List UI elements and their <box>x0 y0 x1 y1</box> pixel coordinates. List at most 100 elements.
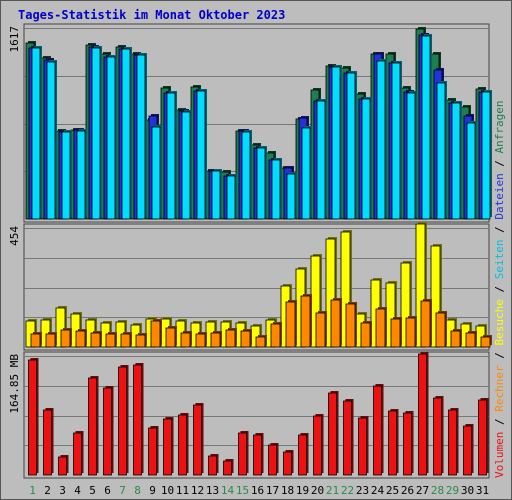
bar-face <box>90 332 101 348</box>
bar-seiten-day-23 <box>361 97 372 220</box>
x-tick-label: 18 <box>281 484 294 497</box>
bar-face <box>223 460 232 476</box>
bar-volumen-day-23 <box>358 416 369 476</box>
bar-seiten-day-5 <box>91 46 102 220</box>
vertical-legend: Volumen / Rechner / Besuche / Seiten / D… <box>493 100 506 478</box>
bar-face <box>433 397 442 476</box>
bar-face <box>345 303 356 348</box>
bar-volumen-day-13 <box>208 454 219 476</box>
bar-besuche-day-21 <box>325 237 337 348</box>
bar-rechner-day-31 <box>480 335 492 348</box>
bar-seiten-day-8 <box>136 53 147 220</box>
bar-face <box>448 409 457 476</box>
x-tick-label: 4 <box>74 484 81 497</box>
bar-face <box>55 307 66 348</box>
bar-face <box>376 60 386 220</box>
bar-face <box>211 170 221 220</box>
legend-item-rechner: Rechner <box>493 365 506 412</box>
bar-face <box>180 332 191 348</box>
bar-seiten-day-30 <box>466 121 477 220</box>
bar-face <box>390 318 401 348</box>
bar-seiten-day-26 <box>406 91 417 220</box>
legend-separator: / <box>493 412 506 432</box>
x-tick-label: 24 <box>371 484 385 497</box>
bar-rechner-day-23 <box>360 321 372 348</box>
bar-face <box>106 56 116 220</box>
bar-rechner-day-20 <box>315 311 327 348</box>
bar-volumen-day-14 <box>223 459 234 476</box>
chart-title: Tages-Statistik im Monat Oktober 2023 <box>18 8 285 22</box>
bar-seiten-day-18 <box>286 172 297 220</box>
bar-face <box>181 111 191 220</box>
bar-face <box>268 444 277 476</box>
x-tick-label: 14 <box>221 484 235 497</box>
bar-volumen-day-10 <box>163 417 174 476</box>
bar-face <box>480 336 491 348</box>
bar-face <box>240 330 251 348</box>
bar-rechner-day-28 <box>435 311 447 348</box>
bar-rechner-day-10 <box>165 326 177 348</box>
bar-rechner-day-16 <box>255 335 267 348</box>
x-tick-label: 22 <box>341 484 354 497</box>
bar-face <box>465 332 476 348</box>
bar-rechner-day-30 <box>465 331 477 348</box>
bar-volumen-day-19 <box>298 433 309 476</box>
bar-volumen-day-28 <box>433 396 444 476</box>
bar-seiten-day-31 <box>481 90 492 220</box>
bar-face <box>121 48 131 220</box>
bar-volumen-day-7 <box>118 365 129 476</box>
bar-face <box>450 330 461 348</box>
legend-separator: / <box>493 346 506 366</box>
bar-face <box>315 312 326 348</box>
x-tick-label: 31 <box>476 484 489 497</box>
bar-besuche-day-27 <box>415 222 427 348</box>
legend-item-volumen: Volumen <box>493 432 506 478</box>
bar-face <box>360 322 371 348</box>
panel-3: 164.85 MB <box>8 351 490 479</box>
bar-face <box>136 54 146 220</box>
bar-seiten-day-21 <box>331 65 342 220</box>
bar-face <box>420 300 431 348</box>
x-tick-label: 5 <box>89 484 96 497</box>
bar-face <box>31 47 41 220</box>
bar-seiten-day-17 <box>271 158 282 220</box>
x-tick-label: 6 <box>104 484 111 497</box>
bar-volumen-day-5 <box>88 376 99 476</box>
bar-face <box>298 434 307 476</box>
bar-seiten-day-25 <box>391 61 402 220</box>
bar-seiten-day-12 <box>196 89 207 220</box>
bar-volumen-day-17 <box>268 443 279 476</box>
bar-volumen-day-30 <box>463 424 474 476</box>
bar-face <box>463 425 472 476</box>
bar-seiten-day-16 <box>256 146 267 220</box>
bar-face <box>415 223 426 348</box>
bar-volumen-day-11 <box>178 413 189 476</box>
bar-volumen-day-25 <box>388 409 399 476</box>
bar-volumen-day-21 <box>328 391 339 476</box>
bar-face <box>148 427 157 476</box>
bar-seiten-day-19 <box>301 126 312 220</box>
bar-rechner-day-11 <box>180 331 192 348</box>
bar-rechner-day-27 <box>420 299 432 348</box>
bar-face <box>45 333 56 348</box>
bar-face <box>241 131 251 220</box>
x-tick-label: 12 <box>191 484 204 497</box>
legend-separator: / <box>493 153 506 173</box>
bar-rechner-day-7 <box>120 332 132 348</box>
bar-seiten-day-28 <box>436 81 447 220</box>
bar-face <box>421 35 431 220</box>
legend-separator: / <box>493 220 506 240</box>
bar-seiten-day-9 <box>151 125 162 220</box>
bar-seiten-day-6 <box>106 55 117 220</box>
bar-volumen-day-12 <box>193 403 204 476</box>
bar-volumen-day-26 <box>403 411 414 476</box>
x-tick-label: 17 <box>266 484 279 497</box>
bar-face <box>118 366 127 476</box>
bar-seiten-day-14 <box>226 174 237 220</box>
bar-face <box>285 301 296 348</box>
x-tick-label: 9 <box>149 484 156 497</box>
bar-face <box>75 330 86 348</box>
bar-besuche-day-22 <box>340 230 352 348</box>
bar-face <box>271 159 281 220</box>
